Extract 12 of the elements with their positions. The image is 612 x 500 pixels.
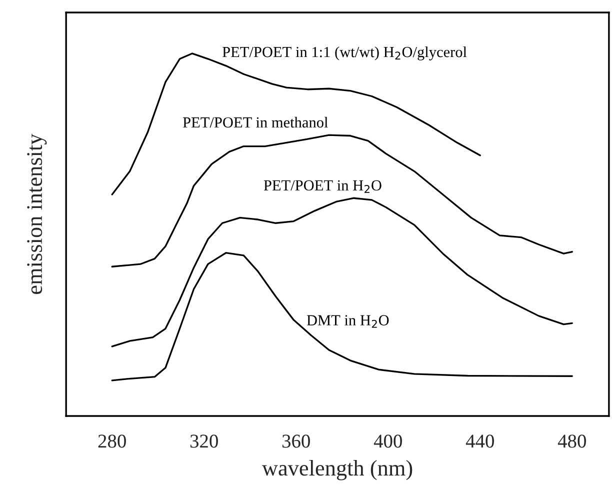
y-axis-title: emission intensity (27, 134, 47, 294)
x-tick-label: 320 (190, 434, 218, 448)
x-tick-label: 360 (282, 434, 310, 448)
series-label: PET/POET in methanol (182, 116, 328, 128)
series-label: PET/POET in 1:1 (wt/wt) H$_{2}$O/glycerol (222, 46, 467, 60)
series-label: DMT in H$_{2}$O (306, 315, 389, 328)
x-tick-label: 280 (98, 434, 126, 448)
x-tick-label: 480 (558, 434, 586, 448)
x-tick-label: 400 (374, 434, 402, 448)
x-tick-label: 440 (466, 434, 494, 448)
x-axis-title: wavelength (nm) (262, 460, 412, 480)
series-label: PET/POET in H$_{2}$O (264, 180, 382, 193)
